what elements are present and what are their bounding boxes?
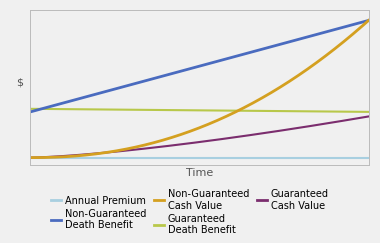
- Y-axis label: $: $: [16, 78, 23, 87]
- X-axis label: Time: Time: [186, 168, 213, 178]
- Legend: Annual Premium, Non-Guaranteed
Death Benefit, Non-Guaranteed
Cash Value, Guarant: Annual Premium, Non-Guaranteed Death Ben…: [49, 186, 331, 238]
